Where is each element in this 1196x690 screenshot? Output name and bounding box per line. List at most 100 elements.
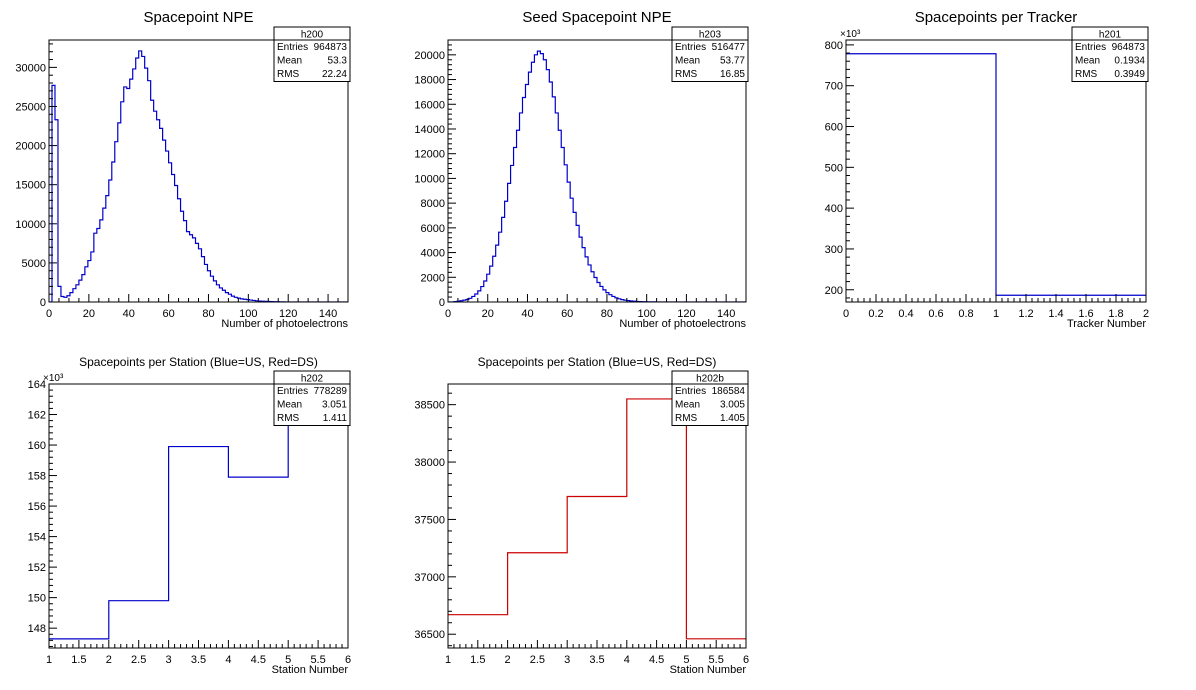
y-tick-label: 20000	[414, 50, 445, 62]
x-tick-label: 1.5	[470, 654, 485, 666]
y-tick-label: 152	[28, 562, 46, 574]
stats-key: Mean	[277, 56, 302, 67]
x-tick-label: 20	[482, 308, 494, 320]
stats-box-name: h201	[1099, 30, 1122, 41]
y-tick-label: 800	[825, 40, 843, 52]
x-tick-label: 40	[521, 308, 533, 320]
x-tick-label: 2.5	[131, 654, 146, 666]
y-tick-label: 6000	[421, 223, 445, 235]
x-tick-label: 0.8	[958, 308, 973, 320]
histogram-panel-1: Spacepoint NPE 0 20 40 60 80 100 120 140 0 5000 100…	[15, 9, 351, 330]
histogram-series	[448, 50, 746, 302]
stats-value: 1.405	[720, 413, 745, 424]
y-tick-label: 20000	[15, 141, 46, 153]
x-tick-label: 60	[162, 308, 174, 320]
stats-key: RMS	[1075, 69, 1098, 80]
x-tick-label: 0	[843, 308, 849, 320]
y-tick-label: 15000	[15, 180, 46, 192]
stats-value: 3.005	[720, 400, 745, 411]
x-tick-label: 1	[993, 308, 999, 320]
stats-value: 0.1934	[1114, 56, 1145, 67]
y-tick-label: 16000	[414, 99, 445, 111]
y-tick-label: 5000	[22, 258, 46, 270]
x-axis-label: Tracker Number	[1067, 318, 1146, 330]
y-tick-label: 162	[28, 410, 46, 422]
x-tick-label: 140	[717, 308, 735, 320]
x-tick-label: 1.2	[1018, 308, 1033, 320]
y-tick-label: 37000	[414, 572, 445, 584]
x-tick-label: 5	[683, 654, 689, 666]
histogram-series	[846, 53, 1146, 296]
stats-key: Entries	[277, 42, 308, 53]
stats-value: 53.77	[720, 56, 745, 67]
y-tick-label: 30000	[15, 62, 46, 74]
x-axis-label: Station Number	[670, 664, 747, 676]
x-tick-label: 4.5	[251, 654, 266, 666]
stats-value: 3.051	[322, 400, 347, 411]
y-tick-label: 154	[28, 532, 46, 544]
x-tick-label: 40	[123, 308, 135, 320]
x-tick-label: 4.5	[649, 654, 664, 666]
x-tick-label: 3.5	[191, 654, 206, 666]
stats-box-name: h200	[301, 30, 324, 41]
x-tick-label: 2	[505, 654, 511, 666]
x-tick-label: 2.5	[530, 654, 545, 666]
y-tick-label: 4000	[421, 248, 445, 260]
stats-value: 0.3949	[1114, 69, 1145, 80]
stats-key: Mean	[1075, 56, 1100, 67]
x-tick-label: 20	[83, 308, 95, 320]
chart-title: Spacepoints per Station (Blue=US, Red=DS…	[478, 355, 717, 369]
x-axis-label: Number of photoelectrons	[619, 318, 746, 330]
stats-key: Mean	[277, 400, 302, 411]
stats-key: Mean	[675, 400, 700, 411]
x-axis-label: Station Number	[272, 664, 349, 676]
x-tick-label: 120	[677, 308, 695, 320]
stats-key: Mean	[675, 56, 700, 67]
x-tick-label: 6	[743, 654, 749, 666]
histogram-series	[49, 392, 348, 640]
x-tick-label: 1.8	[1108, 308, 1123, 320]
chart-title: Seed Spacepoint NPE	[522, 9, 671, 26]
y-tick-label: 156	[28, 501, 46, 513]
stats-value: 16.85	[720, 69, 745, 80]
y-tick-label: 18000	[414, 75, 445, 87]
y-tick-label: 150	[28, 593, 46, 605]
stats-key: Entries	[675, 42, 706, 53]
y-tick-label: 0	[439, 297, 445, 309]
x-tick-label: 4	[225, 654, 231, 666]
y-tick-label: 158	[28, 471, 46, 483]
y-tick-label: 200	[825, 285, 843, 297]
x-tick-label: 0	[46, 308, 52, 320]
stats-value: 1.411	[323, 413, 348, 424]
histogram-panel-3: Spacepoints per Tracker 0 0.2 0.4 0.6 0.8 1 1.2…	[825, 9, 1149, 330]
stats-value: 516477	[712, 42, 746, 53]
stats-box-name: h202	[301, 374, 324, 385]
stats-value: 964873	[1112, 42, 1146, 53]
stats-value: 778289	[314, 386, 348, 397]
stats-key: RMS	[675, 413, 698, 424]
x-tick-label: 1.5	[71, 654, 86, 666]
y-tick-label: 37500	[414, 514, 445, 526]
chart-title: Spacepoint NPE	[143, 9, 253, 26]
y-tick-label: 38500	[414, 400, 445, 412]
x-tick-label: 60	[561, 308, 573, 320]
y-tick-label: 10000	[15, 219, 46, 231]
stats-key: RMS	[277, 69, 300, 80]
x-tick-label: 1	[445, 654, 451, 666]
histogram-panel-4: Spacepoints per Station (Blue=US, Red=DS…	[28, 355, 351, 676]
y-tick-label: 38000	[414, 457, 445, 469]
x-tick-label: 0.6	[928, 308, 943, 320]
x-tick-label: 120	[279, 308, 297, 320]
x-axis-label: Number of photoelectrons	[221, 318, 348, 330]
x-tick-label: 2	[1143, 308, 1149, 320]
stats-box-name: h203	[699, 30, 722, 41]
y-tick-label: 700	[825, 81, 843, 93]
stats-key: RMS	[675, 69, 698, 80]
y-tick-label: 25000	[15, 101, 46, 113]
y-exponent-label: ×10³	[43, 373, 64, 384]
